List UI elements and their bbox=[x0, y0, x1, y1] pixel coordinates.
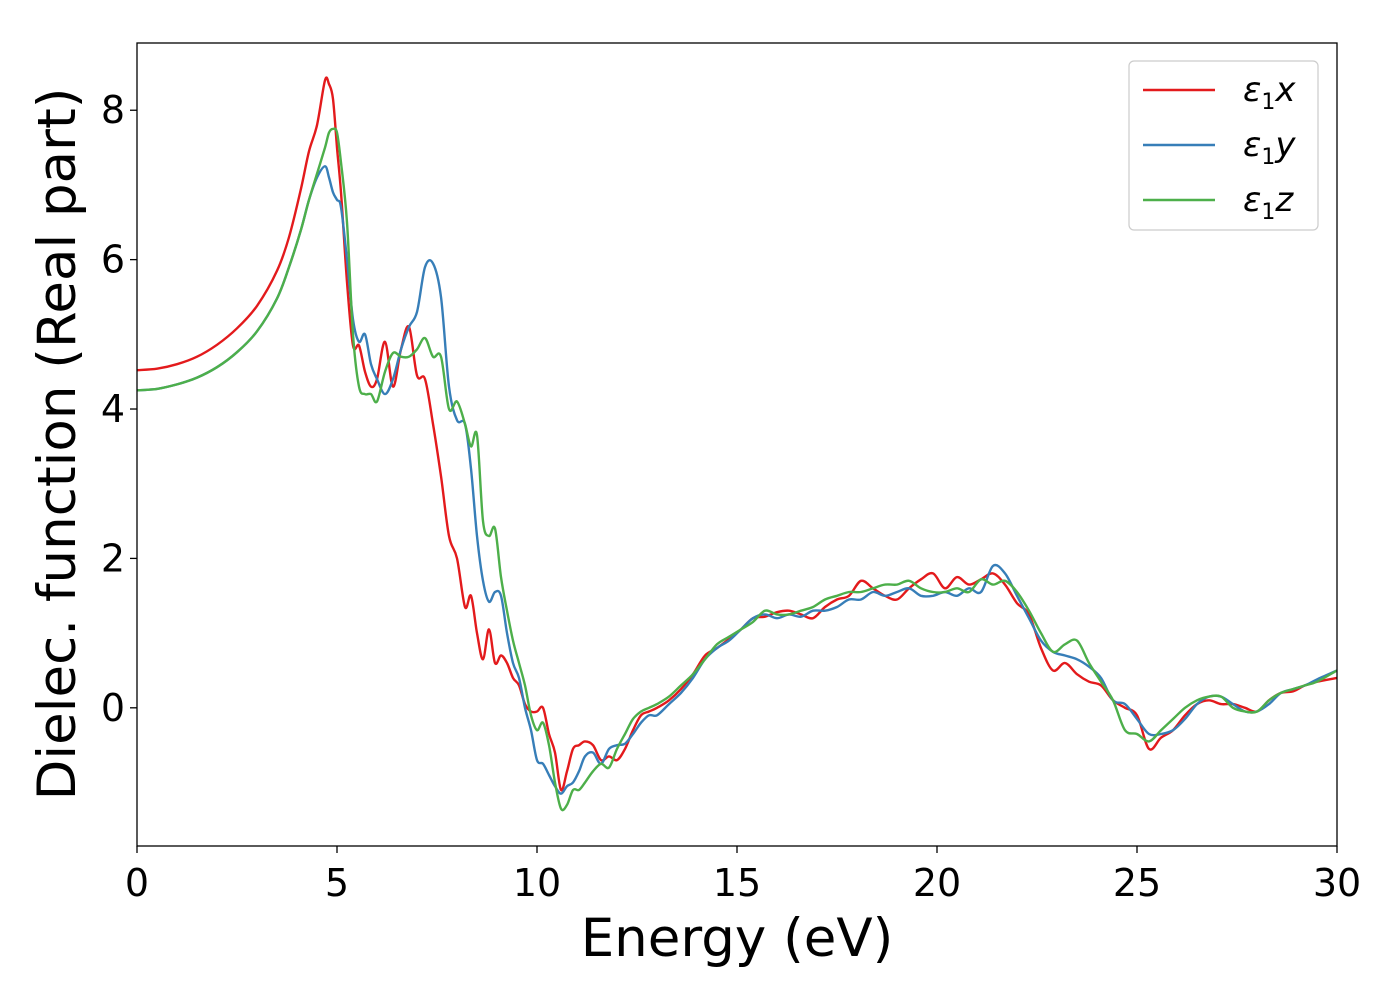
series-line-z bbox=[136, 127, 1338, 812]
x-tick-label: 20 bbox=[913, 861, 961, 905]
x-tick-label: 0 bbox=[125, 861, 149, 905]
legend-label-x: ε1x bbox=[1243, 70, 1296, 115]
y-tick-label: 4 bbox=[101, 387, 125, 431]
y-axis: 0 2 4 6 8 bbox=[101, 88, 137, 730]
legend-label-z: ε1z bbox=[1243, 180, 1294, 225]
x-axis: 0 5 10 15 20 25 30 bbox=[125, 846, 1361, 905]
y-tick-label: 0 bbox=[101, 686, 125, 730]
legend-box bbox=[1128, 60, 1319, 231]
series-line-x bbox=[136, 76, 1338, 792]
x-tick-label: 15 bbox=[713, 861, 761, 905]
series-layer bbox=[136, 76, 1338, 812]
x-tick-label: 10 bbox=[513, 861, 561, 905]
x-tick-label: 5 bbox=[325, 861, 349, 905]
x-tick-label: 25 bbox=[1113, 861, 1161, 905]
y-axis-title: Dielec. function (Real part) bbox=[27, 88, 88, 801]
legend: ε1x ε1y ε1z bbox=[1128, 60, 1319, 231]
y-tick-label: 8 bbox=[101, 88, 125, 132]
y-tick-label: 6 bbox=[101, 238, 125, 282]
legend-label-y: ε1y bbox=[1243, 125, 1296, 170]
x-axis-title: Energy (eV) bbox=[581, 908, 894, 969]
x-tick-label: 30 bbox=[1313, 861, 1361, 905]
y-tick-label: 2 bbox=[101, 536, 125, 580]
